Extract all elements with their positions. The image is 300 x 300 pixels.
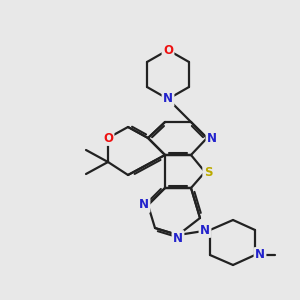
Text: N: N xyxy=(255,248,265,262)
Text: N: N xyxy=(173,232,183,244)
Text: O: O xyxy=(103,131,113,145)
Text: N: N xyxy=(200,224,210,236)
Text: S: S xyxy=(204,166,212,178)
Text: O: O xyxy=(163,44,173,56)
Text: N: N xyxy=(207,131,217,145)
Text: N: N xyxy=(139,199,149,212)
Text: N: N xyxy=(163,92,173,106)
